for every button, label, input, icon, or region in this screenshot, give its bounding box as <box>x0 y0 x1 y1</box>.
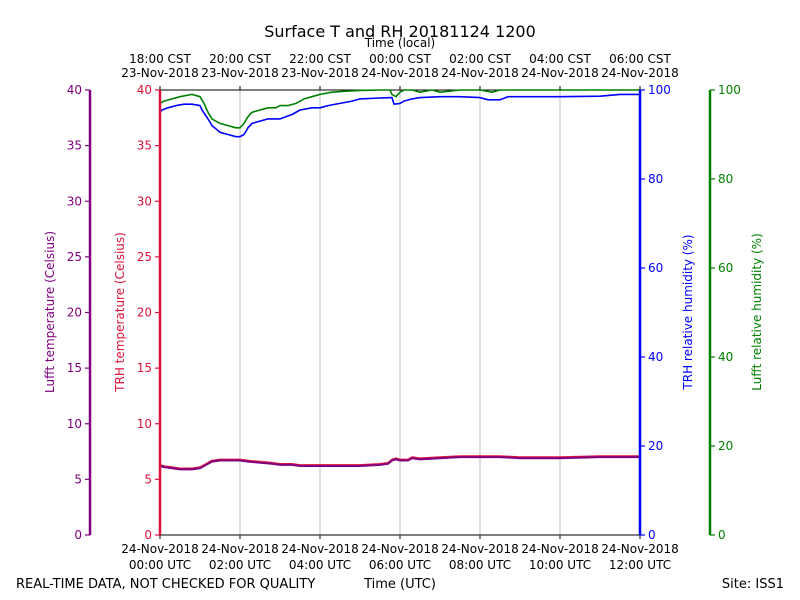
trh-temperature-axis-label: TRH temperature (Celsius) <box>113 232 127 393</box>
top-tick-date: 24-Nov-2018 <box>361 66 439 80</box>
axes-layer: 0 5 10 15 20 25 30 35 40 0 5 10 15 20 25 30 35 40 0 20 40 60 8… <box>67 52 741 572</box>
trh-humidity-axis-label: TRH relative humidity (%) <box>681 234 695 390</box>
trh_rh-tick-label: 40 <box>648 350 663 364</box>
lufft_rh-series-line <box>159 89 640 129</box>
lufft_temp-tick-label: 10 <box>67 417 82 431</box>
bottom-tick-date: 24-Nov-2018 <box>601 542 679 556</box>
lufft_temp-tick-label: 25 <box>67 250 82 264</box>
trh_temp-tick-label: 25 <box>137 250 152 264</box>
top-tick-date: 23-Nov-2018 <box>121 66 199 80</box>
lufft_rh-tick-label: 60 <box>718 261 733 275</box>
trh_rh-tick-label: 60 <box>648 261 663 275</box>
top-axis-label: Time (local) <box>364 36 436 50</box>
bottom-axis-label: Time (UTC) <box>363 577 436 592</box>
lufft_rh-tick-label: 100 <box>718 83 741 97</box>
bottom-tick-time: 04:00 UTC <box>289 558 351 572</box>
quality-note: REAL-TIME DATA, NOT CHECKED FOR QUALITY <box>16 577 315 592</box>
top-tick-date: 24-Nov-2018 <box>521 66 599 80</box>
bottom-tick-time: 08:00 UTC <box>449 558 511 572</box>
bottom-tick-time: 02:00 UTC <box>209 558 271 572</box>
trh_temp-tick-label: 40 <box>137 83 152 97</box>
top-tick-date: 24-Nov-2018 <box>441 66 519 80</box>
lufft_rh-tick-label: 0 <box>718 528 726 542</box>
bottom-tick-time: 00:00 UTC <box>129 558 191 572</box>
lufft_temp-tick-label: 20 <box>67 306 82 320</box>
top-tick-time: 00:00 CST <box>369 52 431 66</box>
top-tick-date: 23-Nov-2018 <box>281 66 359 80</box>
lufft_temp-tick-label: 40 <box>67 83 82 97</box>
trh_temp-tick-label: 35 <box>137 139 152 153</box>
trh_temp-tick-label: 10 <box>137 417 152 431</box>
bottom-tick-time: 06:00 UTC <box>369 558 431 572</box>
trh_rh-tick-label: 20 <box>648 439 663 453</box>
trh_rh-tick-label: 0 <box>648 528 656 542</box>
top-tick-time: 04:00 CST <box>529 52 591 66</box>
top-tick-date: 23-Nov-2018 <box>201 66 279 80</box>
lufft_rh-tick-label: 20 <box>718 439 733 453</box>
lufft_temp-series-line <box>159 456 640 471</box>
trh_rh-tick-label: 80 <box>648 172 663 186</box>
top-tick-time: 02:00 CST <box>449 52 511 66</box>
trh_temp-tick-label: 20 <box>137 306 152 320</box>
lufft-temperature-axis-label: Lufft temperature (Celsius) <box>43 231 57 393</box>
bottom-tick-date: 24-Nov-2018 <box>281 542 359 556</box>
lufft_rh-tick-label: 80 <box>718 172 733 186</box>
trh_temp-tick-label: 0 <box>144 528 152 542</box>
trh_rh-series-line <box>159 93 640 138</box>
bottom-tick-time: 12:00 UTC <box>609 558 671 572</box>
top-tick-time: 20:00 CST <box>209 52 271 66</box>
lufft_temp-tick-label: 0 <box>74 528 82 542</box>
lufft_temp-tick-label: 30 <box>67 194 82 208</box>
bottom-tick-date: 24-Nov-2018 <box>441 542 519 556</box>
top-tick-time: 06:00 CST <box>609 52 671 66</box>
bottom-tick-date: 24-Nov-2018 <box>201 542 279 556</box>
chart-title: Surface T and RH 20181124 1200 <box>264 22 536 41</box>
trh_rh-tick-label: 100 <box>648 83 671 97</box>
lufft-humidity-axis-label: Lufft relative humidity (%) <box>750 233 764 391</box>
trh_temp-tick-label: 30 <box>137 194 152 208</box>
lufft_rh-tick-label: 40 <box>718 350 733 364</box>
bottom-tick-date: 24-Nov-2018 <box>521 542 599 556</box>
site-label: Site: ISS1 <box>722 577 784 592</box>
grid-lines <box>239 90 561 535</box>
lufft_temp-tick-label: 35 <box>67 139 82 153</box>
bottom-tick-date: 24-Nov-2018 <box>361 542 439 556</box>
top-tick-date: 24-Nov-2018 <box>601 66 679 80</box>
top-tick-time: 18:00 CST <box>129 52 191 66</box>
trh_temp-tick-label: 15 <box>137 361 152 375</box>
bottom-tick-date: 24-Nov-2018 <box>121 542 199 556</box>
bottom-tick-time: 10:00 UTC <box>529 558 591 572</box>
trh_temp-tick-label: 5 <box>144 472 152 486</box>
top-tick-time: 22:00 CST <box>289 52 351 66</box>
lufft_temp-tick-label: 5 <box>74 472 82 486</box>
lufft_temp-tick-label: 15 <box>67 361 82 375</box>
series-layer <box>159 89 640 471</box>
